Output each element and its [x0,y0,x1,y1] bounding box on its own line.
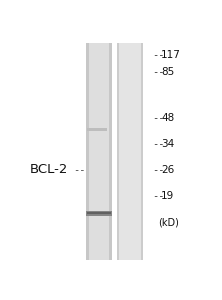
Bar [141,43,143,260]
Bar [87,212,111,214]
Bar [87,128,107,131]
Text: --: -- [153,139,165,149]
Text: --: -- [153,50,165,60]
Bar [117,43,143,260]
Text: 117: 117 [161,50,181,60]
Bar [86,211,113,216]
Bar [117,43,119,260]
Text: --: -- [153,113,165,123]
Bar [86,43,113,260]
Text: 34: 34 [161,139,174,149]
Text: --: -- [73,165,86,175]
Bar [86,43,89,260]
Text: --: -- [153,67,165,77]
Text: 26: 26 [161,165,174,175]
Text: 85: 85 [161,67,174,77]
Text: 48: 48 [161,113,174,123]
Text: --: -- [153,165,165,175]
Text: BCL-2: BCL-2 [30,164,68,176]
Bar [109,43,113,260]
Text: 19: 19 [161,191,174,201]
Text: --: -- [153,191,165,201]
Text: (kD): (kD) [158,217,178,227]
